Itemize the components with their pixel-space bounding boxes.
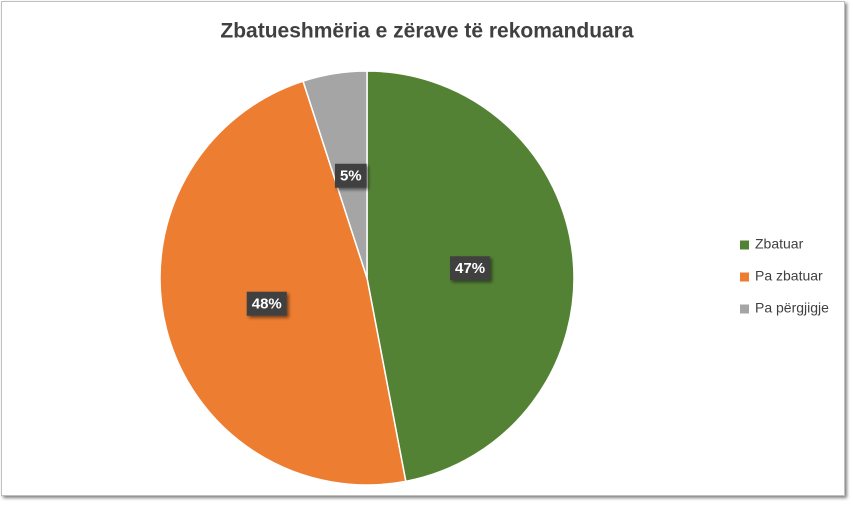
legend-label: Zbatuar xyxy=(755,236,804,252)
data-label-box xyxy=(450,256,491,281)
pie-slice xyxy=(159,80,407,486)
legend-swatch xyxy=(740,304,749,314)
data-label-text: 5% xyxy=(340,168,362,185)
legend-swatch xyxy=(740,240,749,250)
data-label: 48% xyxy=(246,291,287,316)
legend-swatch xyxy=(740,272,749,282)
legend: Zbatuar Pa zbatuar Pa përgjigje xyxy=(740,236,829,316)
pie xyxy=(159,70,575,486)
chart-title: Zbatueshmëria e zërave të rekomanduara xyxy=(220,20,634,43)
data-label: 5% xyxy=(334,163,367,188)
data-label-text: 47% xyxy=(455,260,485,277)
data-label-box xyxy=(246,291,287,316)
data-label-box xyxy=(334,163,367,188)
data-label: 47% xyxy=(450,256,491,281)
legend-label: Pa zbatuar xyxy=(755,268,823,284)
data-label-text: 48% xyxy=(252,296,282,313)
data-labels: 47% 48% 5% xyxy=(246,163,491,316)
legend-label: Pa përgjigje xyxy=(755,300,829,316)
